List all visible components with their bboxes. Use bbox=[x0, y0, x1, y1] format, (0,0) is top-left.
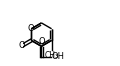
Text: O: O bbox=[19, 41, 25, 50]
Text: CH₃: CH₃ bbox=[45, 51, 59, 60]
Text: O: O bbox=[38, 37, 45, 46]
Text: OH: OH bbox=[51, 52, 64, 61]
Text: O: O bbox=[28, 24, 35, 33]
